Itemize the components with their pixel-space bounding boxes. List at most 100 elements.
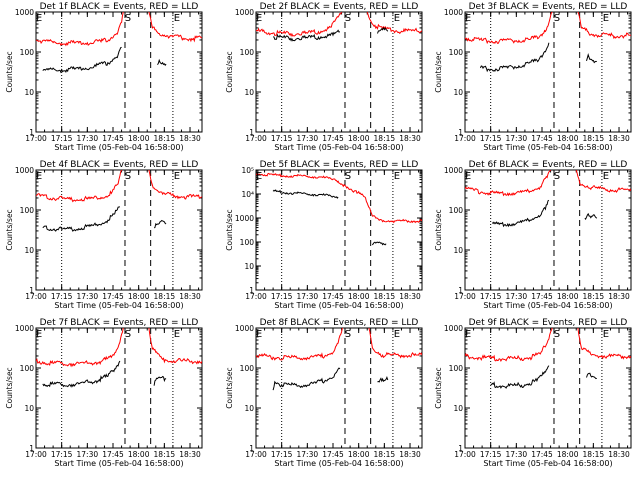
start-marker: S bbox=[345, 13, 351, 24]
y-tick-label: 1000 bbox=[235, 8, 254, 17]
y-tick-label: 100 bbox=[449, 206, 464, 215]
x-tick-label: 17:45 bbox=[102, 134, 124, 143]
x-tick-label: 18:00 bbox=[557, 134, 579, 143]
panel-det-7: Det 7f BLACK = Events, RED = LLD 1 10 100 10… bbox=[5, 318, 203, 468]
x-tick-label: 17:30 bbox=[77, 134, 99, 143]
plot-data bbox=[465, 12, 631, 73]
series-line-events bbox=[42, 360, 121, 388]
x-tick-label: 18:30 bbox=[608, 292, 630, 301]
x-tick-label: 17:00 bbox=[25, 292, 47, 301]
series-line-lld bbox=[148, 328, 202, 365]
x-tick-label: 18:30 bbox=[608, 134, 630, 143]
x-tick-label: 18:30 bbox=[179, 134, 201, 143]
start-marker: S bbox=[554, 329, 560, 340]
x-tick-label: 17:15 bbox=[271, 450, 293, 459]
y-axis-label: Counts/sec bbox=[5, 367, 14, 408]
series-line-lld bbox=[148, 170, 202, 200]
x-tick-label: 17:00 bbox=[245, 134, 267, 143]
x-tick-label: 17:45 bbox=[531, 450, 553, 459]
x-tick-label: 17:30 bbox=[77, 450, 99, 459]
y-tick-label: 1000 bbox=[15, 166, 34, 175]
end-marker: E bbox=[465, 171, 471, 182]
x-axis-label: Start Time (05-Feb-04 16:58:00) bbox=[54, 459, 183, 468]
panel-title: Det 7f BLACK = Events, RED = LLD bbox=[40, 318, 199, 328]
panel-title: Det 9f BLACK = Events, RED = LLD bbox=[469, 318, 628, 328]
plot-frame bbox=[255, 169, 423, 291]
y-tick-label: 10 bbox=[453, 404, 463, 413]
x-tick-label: 18:30 bbox=[179, 450, 201, 459]
x-axis-label: Start Time (05-Feb-04 16:58:00) bbox=[483, 459, 612, 468]
y-tick-label: 1000 bbox=[15, 8, 34, 17]
panel-det-2: Det 2f BLACK = Events, RED = LLD 1 10 100 10… bbox=[225, 2, 423, 152]
y-tick-label: 100 bbox=[449, 364, 464, 373]
y-tick-label: 1000 bbox=[444, 324, 463, 333]
panel-det-1: Det 1f BLACK = Events, RED = LLD 1 10 100 10… bbox=[5, 2, 203, 152]
x-tick-label: 17:00 bbox=[454, 292, 476, 301]
x-tick-label: 17:15 bbox=[271, 292, 293, 301]
panel-title: Det 4f BLACK = Events, RED = LLD bbox=[40, 160, 199, 170]
series-line-events bbox=[272, 189, 339, 199]
y-axis-label: Counts/sec bbox=[5, 209, 14, 250]
x-tick-label: 18:00 bbox=[557, 292, 579, 301]
series-line-lld bbox=[256, 172, 422, 224]
y-tick-label: 10 bbox=[244, 262, 254, 271]
plot-data bbox=[36, 328, 202, 388]
x-tick-label: 17:00 bbox=[454, 134, 476, 143]
end-marker: E bbox=[36, 171, 42, 182]
x-tick-label: 17:45 bbox=[531, 292, 553, 301]
x-tick-label: 17:45 bbox=[322, 292, 344, 301]
y-tick-label: 10 bbox=[24, 88, 34, 97]
x-tick-label: 17:15 bbox=[271, 134, 293, 143]
x-tick-label: 17:45 bbox=[322, 450, 344, 459]
plot-data bbox=[256, 328, 422, 391]
x-axis-label: Start Time (05-Feb-04 16:58:00) bbox=[483, 301, 612, 310]
x-tick-label: 17:15 bbox=[51, 292, 73, 301]
y-tick-label: 1000 bbox=[15, 324, 34, 333]
x-tick-label: 18:15 bbox=[583, 450, 605, 459]
y-tick-label: 10 bbox=[24, 246, 34, 255]
plot-frame bbox=[35, 169, 203, 291]
series-line-events bbox=[377, 26, 389, 34]
y-tick-label: 1 bbox=[458, 128, 463, 137]
series-line-lld bbox=[148, 12, 202, 43]
y-tick-label: 100 bbox=[449, 48, 464, 57]
y-tick-label: 100 bbox=[240, 364, 255, 373]
x-tick-label: 17:15 bbox=[480, 134, 502, 143]
series-line-events bbox=[491, 199, 550, 228]
x-tick-label: 17:45 bbox=[322, 134, 344, 143]
x-tick-label: 17:15 bbox=[480, 450, 502, 459]
plot-frame bbox=[464, 327, 632, 449]
end-marker: E bbox=[603, 329, 609, 340]
panel-det-9: Det 9f BLACK = Events, RED = LLD 1 10 100 10… bbox=[434, 318, 632, 468]
x-tick-label: 18:15 bbox=[583, 292, 605, 301]
panel-title: Det 5f BLACK = Events, RED = LLD bbox=[260, 160, 419, 170]
end-marker: E bbox=[174, 329, 180, 340]
x-axis-label: Start Time (05-Feb-04 16:58:00) bbox=[274, 143, 403, 152]
y-axis-label: Counts/sec bbox=[434, 367, 443, 408]
x-tick-label: 17:00 bbox=[454, 450, 476, 459]
y-tick-label: 1 bbox=[249, 128, 254, 137]
y-tick-label: 100 bbox=[20, 206, 35, 215]
series-line-events bbox=[272, 367, 341, 391]
y-axis-label: Counts/sec bbox=[5, 51, 14, 92]
x-tick-label: 18:30 bbox=[608, 450, 630, 459]
series-line-events bbox=[371, 241, 387, 246]
end-marker: E bbox=[256, 329, 262, 340]
panel-title: Det 8f BLACK = Events, RED = LLD bbox=[260, 318, 419, 328]
x-tick-label: 17:30 bbox=[506, 450, 528, 459]
x-tick-label: 17:30 bbox=[297, 450, 319, 459]
x-tick-label: 18:15 bbox=[583, 134, 605, 143]
y-axis-label: Counts/sec bbox=[225, 51, 234, 92]
y-tick-label: 10⁴ bbox=[241, 190, 254, 199]
y-axis-label: Counts/sec bbox=[225, 367, 234, 408]
x-tick-label: 17:00 bbox=[245, 292, 267, 301]
x-tick-label: 17:00 bbox=[25, 134, 47, 143]
y-axis-label: Counts/sec bbox=[225, 209, 234, 250]
x-axis-label: Start Time (05-Feb-04 16:58:00) bbox=[54, 301, 183, 310]
y-axis-label: Counts/sec bbox=[434, 51, 443, 92]
plot-frame bbox=[255, 327, 423, 449]
y-tick-label: 1 bbox=[458, 286, 463, 295]
y-tick-label: 1 bbox=[249, 444, 254, 453]
y-tick-label: 100 bbox=[240, 48, 255, 57]
